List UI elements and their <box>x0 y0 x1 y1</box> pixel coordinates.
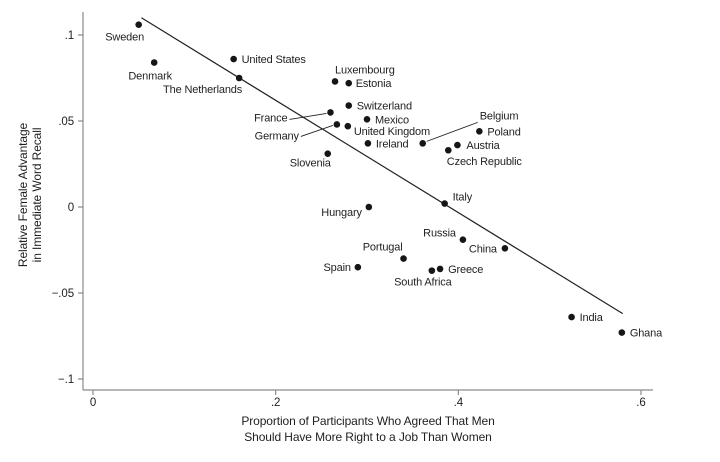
data-point-mexico <box>363 115 371 123</box>
leader-line-belgium <box>426 121 478 142</box>
point-label-belgium: Belgium <box>480 110 519 122</box>
point-label-ireland: Ireland <box>376 138 409 150</box>
point-label-south-africa: South Africa <box>394 277 453 289</box>
point-label-switzerland: Switzerland <box>357 101 412 113</box>
data-point-india <box>568 313 575 321</box>
data-point-france <box>327 109 334 116</box>
y-axis-title-line-1: Relative Female Advantage <box>16 122 30 267</box>
point-label-italy: Italy <box>453 192 473 204</box>
data-point-switzerland <box>345 102 353 109</box>
data-point-estonia <box>345 79 353 87</box>
x-tick-label: .6 <box>636 397 645 409</box>
y-tick-label: .1 <box>65 30 74 42</box>
data-point-south-africa <box>428 267 436 274</box>
data-point-austria <box>454 141 461 149</box>
point-label-united-kingdom: United Kingdom <box>354 126 430 138</box>
data-point-hungary <box>365 203 373 211</box>
point-label-greece: Greece <box>448 264 483 276</box>
x-tick-label: .2 <box>271 397 280 409</box>
point-label-czech-republic: Czech Republic <box>447 156 523 168</box>
data-point-united-states <box>230 55 237 63</box>
y-tick-label: .05 <box>58 116 74 128</box>
y-axis-title-line-2: in Immediate Word Recall <box>30 128 44 263</box>
data-point-sweden <box>135 21 142 28</box>
data-point-united-kingdom <box>344 122 352 130</box>
point-label-austria: Austria <box>466 140 500 152</box>
data-point-poland <box>476 128 483 135</box>
x-axis-title-line-2: Should Have More Right to a Job Than Wom… <box>244 430 492 444</box>
point-label-spain: Spain <box>323 262 350 274</box>
leader-line-france <box>289 112 327 120</box>
point-label-india: India <box>580 312 604 324</box>
point-label-the-netherlands: The Netherlands <box>163 84 243 96</box>
data-point-russia <box>459 236 467 243</box>
y-tick-label: −.1 <box>58 374 74 386</box>
data-point-ghana <box>618 329 626 336</box>
data-point-germany <box>333 121 341 128</box>
data-point-denmark <box>150 59 158 66</box>
data-point-luxembourg <box>331 78 339 85</box>
point-label-portugal: Portugal <box>363 242 403 254</box>
y-tick-label: 0 <box>68 202 74 214</box>
x-axis-title-line-1: Proportion of Participants Who Agreed Th… <box>241 414 494 428</box>
point-label-mexico: Mexico <box>375 114 409 126</box>
point-label-china: China <box>469 243 498 255</box>
data-point-china <box>501 244 509 252</box>
data-point-spain <box>354 263 362 271</box>
data-point-portugal <box>400 255 407 262</box>
point-label-russia: Russia <box>423 228 457 240</box>
x-tick-label: 0 <box>90 397 96 409</box>
data-point-czech-republic <box>444 146 452 154</box>
data-point-greece <box>436 265 444 273</box>
data-point-the-netherlands <box>235 74 243 82</box>
data-point-ireland <box>364 140 372 147</box>
point-label-denmark: Denmark <box>128 71 172 83</box>
data-point-italy <box>441 200 448 207</box>
x-tick-label: .4 <box>454 397 464 409</box>
y-tick-label: −.05 <box>52 288 74 300</box>
point-label-estonia: Estonia <box>356 78 393 90</box>
point-label-poland: Poland <box>487 126 520 138</box>
point-label-slovenia: Slovenia <box>290 158 332 170</box>
point-label-sweden: Sweden <box>105 32 144 44</box>
trend-line <box>141 17 624 315</box>
point-label-ghana: Ghana <box>630 328 663 340</box>
point-label-france: France <box>254 112 287 124</box>
data-point-belgium <box>419 140 427 147</box>
point-label-germany: Germany <box>255 130 300 142</box>
point-label-luxembourg: Luxembourg <box>335 64 395 76</box>
point-label-united-states: United States <box>242 54 307 66</box>
point-label-hungary: Hungary <box>321 207 362 219</box>
leader-line-germany <box>300 125 334 137</box>
data-point-slovenia <box>324 150 332 157</box>
